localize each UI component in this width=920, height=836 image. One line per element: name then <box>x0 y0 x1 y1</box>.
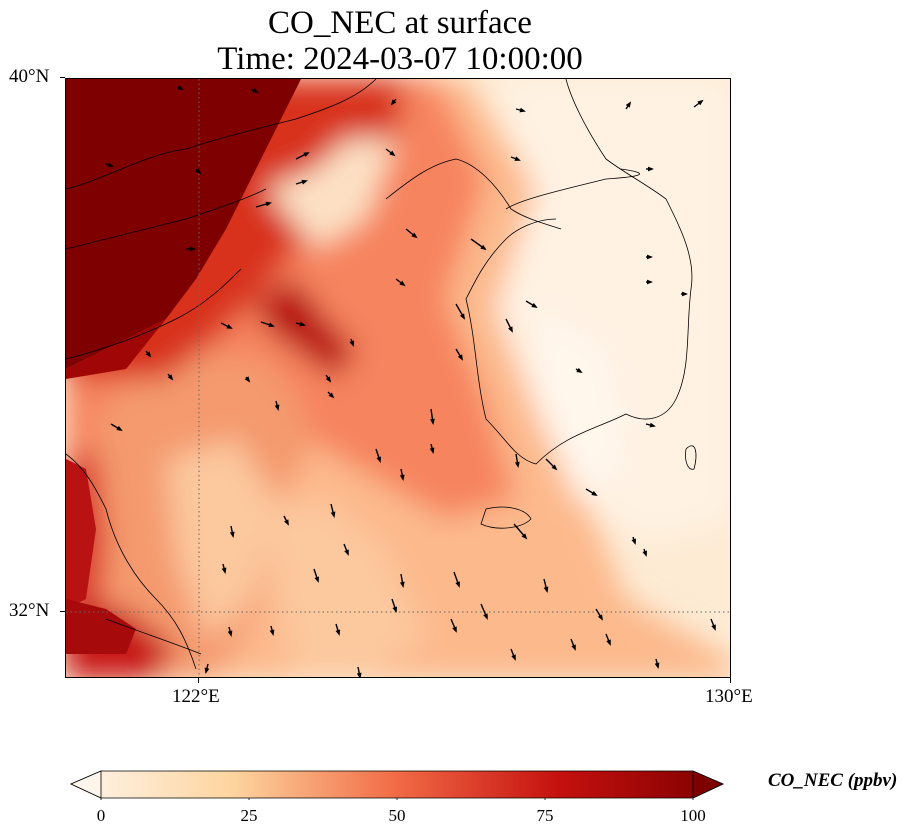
wind-arrow-head <box>711 624 716 631</box>
wind-arrow-head <box>167 374 174 381</box>
wind-arrow-head <box>576 367 583 374</box>
wind-arrow-head <box>514 156 521 161</box>
wind-arrow-head <box>301 179 308 185</box>
wind-arrow-head <box>195 168 202 175</box>
wind-arrow-head <box>244 376 251 383</box>
wind-arrow-head <box>325 376 332 383</box>
wind-arrow-head <box>682 291 688 297</box>
colorbar-tick-0: 0 <box>96 806 106 825</box>
wind-arrow-head <box>483 613 488 620</box>
wind-arrow-head <box>330 511 336 518</box>
wind-arrow-head <box>376 456 382 463</box>
wind-arrow-head <box>177 85 184 90</box>
lat-tick-40 <box>60 77 65 78</box>
wind-arrow-head <box>190 246 196 252</box>
wind-arrow-head <box>356 672 362 677</box>
wind-arrow-head <box>551 464 558 471</box>
wind-arrow-head <box>252 88 259 93</box>
wind-arrow-head <box>116 425 123 432</box>
wind-arrow-head <box>328 392 335 399</box>
map-panel <box>65 78 731 678</box>
colorbar-tick-50: 50 <box>388 806 406 825</box>
wind-arrow-head <box>226 324 233 329</box>
lon-tick-130 <box>730 678 731 683</box>
wind-arrow-head <box>107 162 114 168</box>
wind-arrow-head <box>268 322 275 328</box>
wind-arrow-head <box>521 533 528 540</box>
wind-arrow-head <box>625 101 632 108</box>
wind-arrow-head <box>430 418 435 425</box>
wind-arrow-head <box>508 326 513 333</box>
wind-arrow-head <box>531 302 538 309</box>
wind-arrow-head <box>314 576 320 583</box>
wind-arrow-head <box>543 586 549 593</box>
lat-label-32: 32°N <box>9 600 50 621</box>
wind-arrow-head <box>597 614 604 621</box>
wind-arrow-head <box>649 422 656 428</box>
colorbar-tick-100: 100 <box>680 806 706 825</box>
high-concentration-region <box>66 79 301 369</box>
wind-arrow-head <box>631 538 637 545</box>
map-title: CO_NEC at surface <box>268 5 532 41</box>
wind-arrow-head <box>227 630 233 637</box>
wind-arrow-head <box>571 644 576 651</box>
map-canvas <box>66 79 730 677</box>
colorbar <box>70 770 724 800</box>
wind-arrow-head <box>389 150 396 157</box>
lat-tick-32 <box>60 611 65 612</box>
wind-arrow-head <box>514 461 520 468</box>
coastlines <box>66 79 697 670</box>
wind-vectors <box>105 85 716 677</box>
wind-arrow-head <box>654 662 660 669</box>
wind-arrow-head <box>647 279 653 285</box>
wind-arrow-head <box>269 629 275 636</box>
wind-arrow-head <box>591 490 598 497</box>
wind-arrow-head <box>457 354 464 361</box>
wind-arrow-head <box>392 606 398 613</box>
wind-arrow-head <box>511 654 516 661</box>
wind-arrow-head <box>399 280 406 287</box>
wind-arrow-head <box>299 321 306 327</box>
wind-arrow-head <box>606 639 611 646</box>
wind-arrow-head <box>452 626 457 633</box>
wind-arrow-head <box>221 567 227 574</box>
lon-label-130: 130°E <box>705 686 753 707</box>
wind-arrow-head <box>229 531 235 538</box>
wind-arrow-head <box>399 581 405 588</box>
wind-arrow-head <box>399 474 405 481</box>
wind-arrow-head <box>390 99 397 106</box>
wind-arrow-head <box>145 351 152 358</box>
wind-arrow-head <box>648 166 654 172</box>
wind-arrow-head <box>429 447 435 454</box>
colorbar-tick-25: 25 <box>240 806 258 825</box>
wind-arrow-head <box>519 107 526 113</box>
map-time-subtitle: Time: 2024-03-07 10:00:00 <box>217 41 583 77</box>
wind-arrow-head <box>335 629 341 636</box>
wind-arrow-head <box>274 404 280 411</box>
gridlines <box>66 79 730 677</box>
colorbar-label: CO_NEC (ppbv) <box>768 770 898 791</box>
wind-arrow-head <box>204 667 210 674</box>
lon-tick-122 <box>198 678 199 683</box>
wind-arrow-head <box>303 152 310 157</box>
wind-arrow-head <box>697 99 704 106</box>
lat-label-40: 40°N <box>9 66 50 87</box>
wind-arrow-head <box>642 550 648 557</box>
wind-arrow-head <box>265 201 272 207</box>
wind-arrow-head <box>480 244 487 251</box>
wind-arrow-head <box>284 519 289 526</box>
wind-arrow-head <box>455 581 460 588</box>
lon-label-122: 122°E <box>172 686 220 707</box>
wind-arrow-head <box>411 232 418 239</box>
wind-arrow-head <box>349 340 355 347</box>
wind-arrow-head <box>344 549 349 556</box>
wind-arrow-head <box>647 254 653 260</box>
colorbar-tick-75: 75 <box>536 806 554 825</box>
wind-arrow-head <box>459 313 465 320</box>
